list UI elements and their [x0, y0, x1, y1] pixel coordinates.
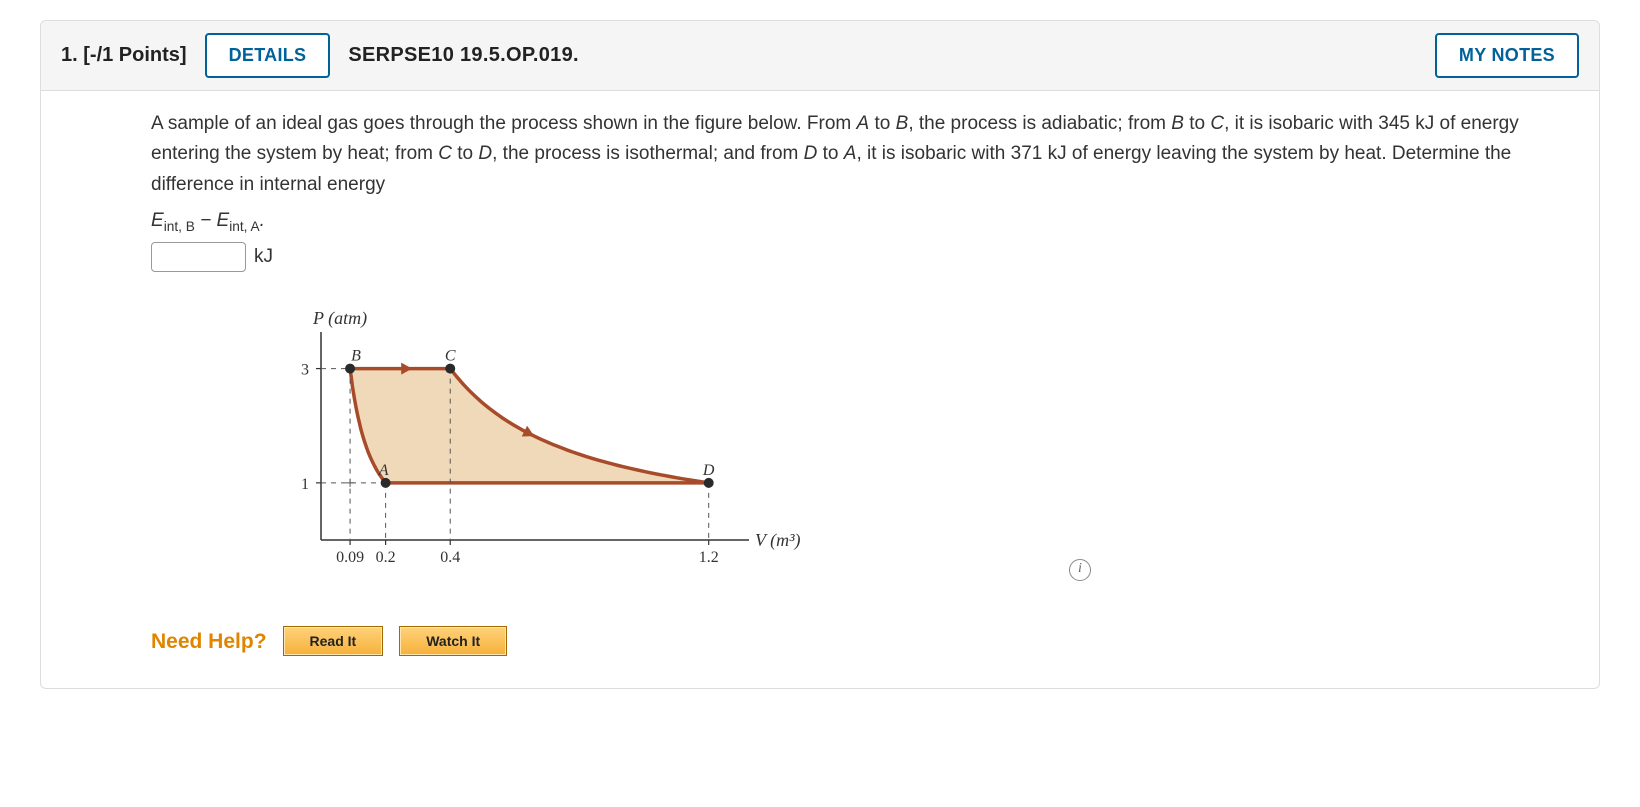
answer-input[interactable] — [151, 242, 246, 272]
question-number: 1. [-/1 Points] — [61, 44, 187, 67]
svg-text:P (atm): P (atm) — [312, 308, 367, 329]
svg-text:0.09: 0.09 — [336, 549, 364, 566]
watch-it-button[interactable]: Watch It — [399, 626, 507, 656]
svg-text:V (m³): V (m³) — [755, 530, 801, 551]
read-it-button[interactable]: Read It — [283, 626, 384, 656]
question-header: 1. [-/1 Points] DETAILS SERPSE10 19.5.OP… — [41, 21, 1599, 91]
figure-wrap: 0.090.20.41.213P (atm)V (m³)ABCD i — [261, 290, 1081, 600]
pv-diagram: 0.09 0.2 0.4 1.2 1 3 P (atm) V (m³) A B C D — [261, 290, 821, 590]
svg-text:0.2: 0.2 — [376, 549, 396, 566]
unit-label: kJ — [254, 242, 273, 272]
svg-text:0.4: 0.4 — [440, 549, 460, 566]
svg-text:3: 3 — [301, 362, 309, 379]
details-button[interactable]: DETAILS — [205, 33, 331, 78]
need-help-label: Need Help? — [151, 625, 267, 659]
question-container: 1. [-/1 Points] DETAILS SERPSE10 19.5.OP… — [40, 20, 1600, 689]
formula: Eint, B − Eint, A. — [151, 206, 1571, 238]
svg-text:A: A — [378, 462, 389, 479]
my-notes-button[interactable]: MY NOTES — [1435, 33, 1579, 78]
svg-text:1.2: 1.2 — [699, 549, 719, 566]
info-icon[interactable]: i — [1069, 559, 1091, 581]
answer-row: kJ — [151, 242, 1571, 272]
need-help-row: Need Help? Read It Watch It — [151, 625, 1571, 659]
svg-text:C: C — [445, 348, 456, 365]
svg-text:1: 1 — [301, 476, 309, 493]
question-code: SERPSE10 19.5.OP.019. — [348, 44, 579, 67]
problem-text: A sample of an ideal gas goes through th… — [151, 109, 1571, 200]
svg-text:B: B — [351, 348, 361, 365]
svg-text:D: D — [702, 462, 715, 479]
question-body: A sample of an ideal gas goes through th… — [41, 91, 1599, 688]
